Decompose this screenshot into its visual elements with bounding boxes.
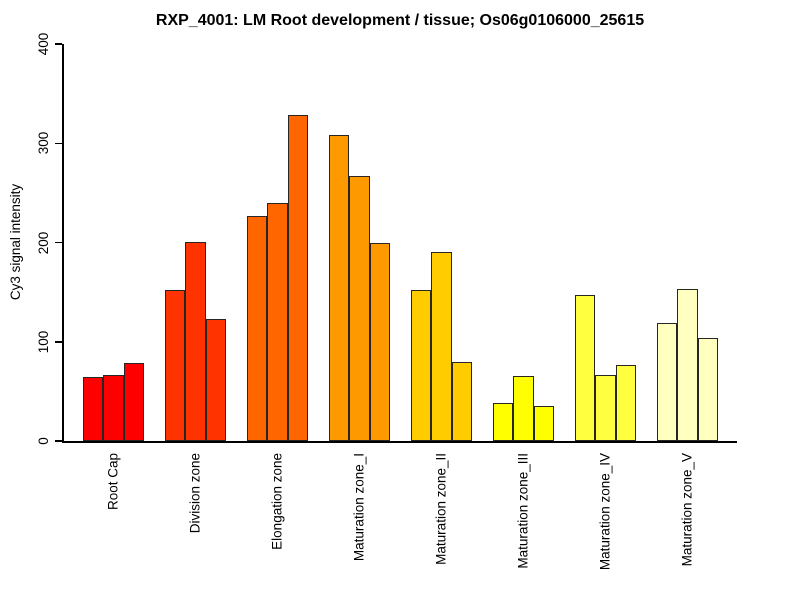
x-category-label-8: Maturation zone_V — [679, 453, 695, 567]
bar-group4-3 — [369, 242, 390, 441]
bar-group7-3 — [615, 364, 636, 441]
y-tick-200 — [55, 241, 62, 244]
x-category-label-6: Maturation zone_III — [515, 453, 531, 569]
bar-group1-1 — [82, 377, 103, 441]
bar-group5-3 — [451, 361, 472, 441]
bar-group2-2 — [185, 241, 206, 441]
bar-group5-1 — [410, 290, 431, 441]
bar-group5-2 — [431, 252, 452, 441]
x-category-label-1: Root Cap — [105, 453, 121, 511]
y-tick-label-300: 300 — [36, 131, 51, 155]
bar-group4-2 — [349, 176, 370, 441]
y-tick-100 — [55, 341, 62, 343]
y-tick-label-400: 400 — [36, 32, 51, 56]
bar-group8-1 — [656, 322, 677, 441]
bar-group3-2 — [267, 202, 288, 441]
bar-group8-3 — [697, 337, 718, 441]
bar-group4-1 — [328, 135, 349, 441]
y-tick-300 — [55, 142, 62, 144]
bar-group6-2 — [513, 376, 534, 441]
bar-group2-3 — [205, 318, 226, 441]
y-axis-line — [62, 44, 64, 441]
x-category-label-7: Maturation zone_IV — [597, 453, 613, 571]
bar-group6-3 — [533, 406, 554, 441]
bar-group6-1 — [492, 403, 513, 441]
y-tick-label-0: 0 — [36, 437, 51, 445]
bar-group8-2 — [677, 289, 698, 441]
y-tick-400 — [55, 43, 62, 45]
x-axis-line — [62, 441, 737, 443]
bar-group1-2 — [103, 374, 124, 441]
bar-group2-1 — [164, 290, 185, 441]
y-tick-0 — [55, 440, 62, 442]
y-tick-label-100: 100 — [36, 330, 51, 354]
bar-group1-3 — [123, 362, 144, 441]
bar-group7-1 — [574, 295, 595, 441]
bar-group3-3 — [287, 115, 308, 441]
bar-group3-1 — [246, 215, 267, 441]
x-category-label-3: Elongation zone — [269, 453, 285, 550]
x-category-label-2: Division zone — [187, 453, 203, 534]
chart-title: RXP_4001: LM Root development / tissue; … — [155, 12, 645, 29]
bar-group7-2 — [595, 374, 616, 441]
x-category-label-5: Maturation zone_II — [433, 453, 449, 565]
x-category-label-4: Maturation zone_I — [351, 453, 367, 562]
y-tick-label-200: 200 — [36, 231, 51, 254]
